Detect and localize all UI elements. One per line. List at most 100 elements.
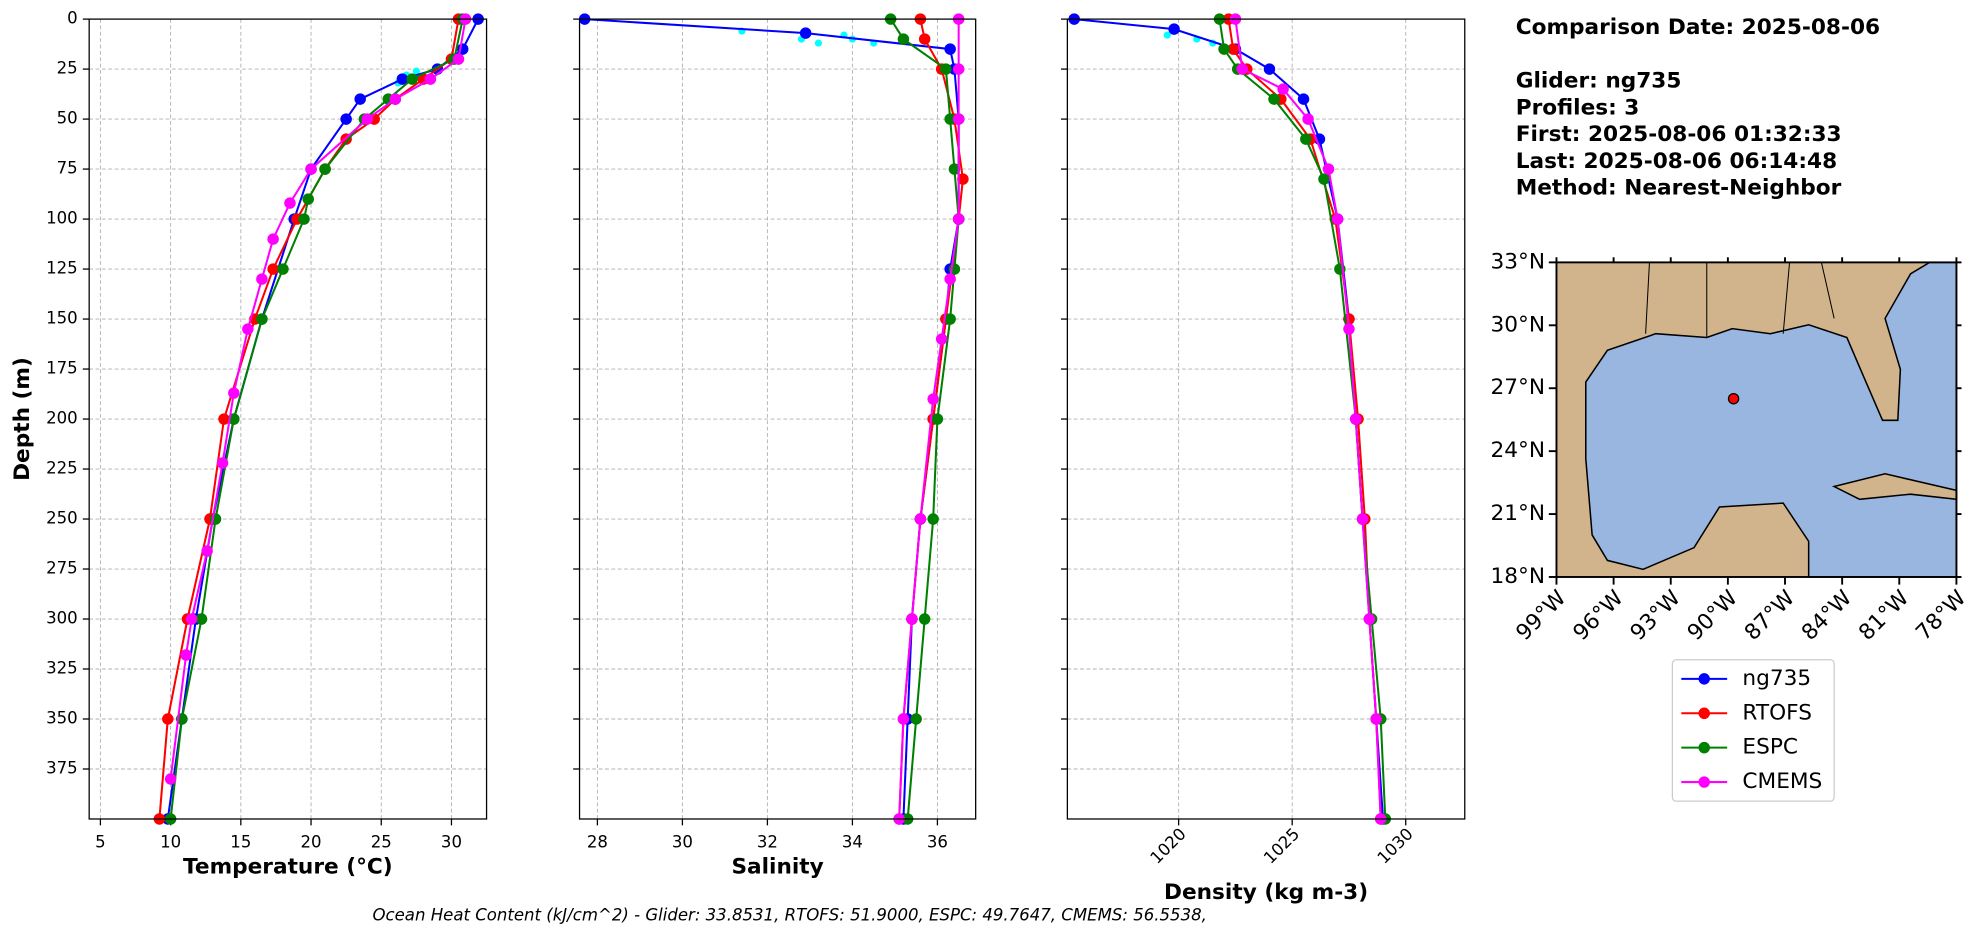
profile-point (1302, 113, 1314, 125)
x-tick-label: 28 (587, 833, 608, 852)
y-tick-label: 25 (57, 59, 78, 78)
y-tick-label: 300 (46, 609, 78, 628)
x-tick-label: 34 (842, 833, 863, 852)
profile-point (944, 273, 956, 285)
profile-point (228, 387, 240, 399)
profile-point (944, 313, 956, 325)
map-land (1556, 261, 1958, 578)
y-tick-label: 21°N (1490, 501, 1545, 526)
plot-frame (88, 18, 488, 820)
profile-point (354, 93, 366, 105)
profile-point (242, 323, 254, 335)
y-tick-label: 30°N (1490, 312, 1545, 337)
profile-point (195, 613, 208, 625)
profile-point (948, 163, 961, 175)
profile-point (940, 63, 952, 75)
legend-marker (1698, 741, 1710, 754)
profile-point (389, 93, 402, 105)
y-axis-label: Depth (m) (10, 357, 35, 481)
profile-point (1300, 133, 1312, 145)
profile-point (267, 263, 279, 275)
profile-point (164, 773, 177, 785)
y-tick-label: 125 (46, 259, 78, 278)
profile-point (1350, 413, 1362, 425)
profile-point (319, 163, 331, 175)
y-tick-label: 225 (46, 459, 78, 478)
profile-line (169, 18, 467, 780)
y-tick-label: 325 (46, 659, 78, 678)
profile-point (396, 73, 409, 85)
x-tick-label: 32 (757, 833, 778, 852)
summary-line: Method: Nearest-Neighbor (1516, 176, 1842, 201)
summary-line: Last: 2025-08-06 06:14:48 (1516, 149, 1837, 174)
x-axis-label: Density (kg m-3) (1164, 880, 1368, 905)
profile-point (918, 33, 931, 45)
x-tick-label: 10 (160, 833, 181, 852)
profile-point (452, 53, 465, 65)
legend-label: CMEMS (1742, 769, 1822, 794)
x-tick-label: 25 (371, 833, 392, 852)
plot-frame (1066, 18, 1466, 820)
profile-point (914, 513, 927, 525)
x-tick-label: 20 (301, 833, 322, 852)
profile-point (302, 193, 314, 205)
borders (1645, 262, 1835, 338)
profile-point (256, 273, 268, 285)
profile-point (412, 67, 420, 75)
profile-point (216, 457, 229, 469)
map-frame (1555, 261, 1958, 578)
legend-marker (1698, 673, 1710, 685)
profile-point (277, 263, 289, 275)
profile-point (1268, 93, 1280, 105)
profile-point (218, 413, 230, 425)
profile-point (298, 213, 310, 225)
profile-point (185, 613, 198, 625)
profile-point (256, 313, 268, 325)
x-tick-label: 30 (441, 833, 462, 852)
x-tick-label: 30 (672, 833, 693, 852)
y-tick-label: 250 (46, 509, 78, 528)
x-tick-label: 36 (927, 833, 948, 852)
y-tick-label: 0 (67, 9, 78, 28)
y-tick-label: 50 (57, 109, 78, 128)
profile-point (1277, 83, 1289, 95)
plot-frame (578, 18, 977, 820)
profile-point (897, 33, 910, 45)
profile-point (162, 713, 174, 725)
legend-label: ng735 (1742, 666, 1811, 691)
y-tick-label: 275 (46, 559, 78, 578)
y-tick-label: 150 (46, 309, 78, 328)
summary-line: First: 2025-08-06 01:32:33 (1516, 122, 1842, 147)
y-tick-label: 27°N (1490, 375, 1545, 400)
profile-point (952, 63, 965, 75)
y-tick-label: 375 (46, 758, 78, 777)
summary-line: Glider: ng735 (1516, 69, 1682, 94)
legend-marker (1698, 707, 1710, 720)
profile-point (1227, 43, 1239, 55)
profile-line (1234, 18, 1382, 820)
x-tick-label: 5 (95, 833, 106, 852)
profile-point (1343, 323, 1355, 335)
profile-point (180, 649, 192, 661)
profile-point (1322, 163, 1335, 175)
profile-point (1318, 173, 1330, 185)
x-tick-label: 15 (230, 833, 251, 852)
profile-point (1236, 63, 1248, 75)
legend-box (1671, 659, 1835, 802)
y-tick-label: 75 (57, 159, 78, 178)
profile-point (1356, 513, 1369, 525)
profile-point (927, 513, 939, 525)
profile-point (1297, 93, 1310, 105)
x-axis-label: Temperature (°C) (183, 854, 393, 879)
profile-point (201, 545, 213, 557)
profile-point (814, 39, 822, 47)
y-tick-label: 33°N (1490, 249, 1545, 274)
profile-point (952, 113, 965, 125)
y-tick-label: 18°N (1490, 564, 1545, 589)
legend-label: ESPC (1742, 735, 1798, 760)
profile-point (406, 73, 418, 85)
profile-point (957, 173, 969, 185)
profile-point (944, 113, 956, 125)
profile-point (910, 713, 922, 725)
